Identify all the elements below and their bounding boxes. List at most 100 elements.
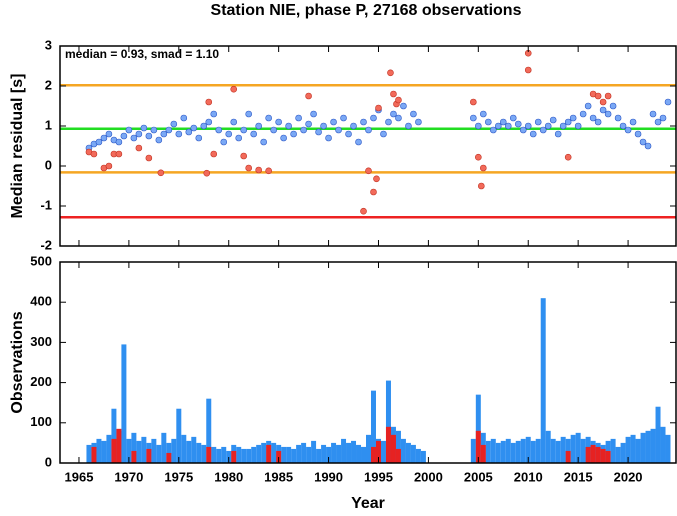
data-point [330,118,337,126]
chart-title: Station NIE, phase P, 27168 observations [211,2,522,19]
bar [665,434,671,463]
bar [131,450,137,463]
data-point [478,182,485,190]
data-point [370,114,377,122]
bar [266,444,272,463]
data-point [135,130,143,138]
bar [231,450,237,463]
bar [475,394,481,463]
data-point [230,118,238,126]
bar [385,426,391,463]
data-point [205,118,213,126]
bar [540,298,546,463]
bar [126,438,132,463]
bar [316,448,322,463]
data-point [480,110,487,118]
data-point [509,114,517,122]
data-point [524,66,532,74]
data-point [270,126,277,134]
data-point [564,118,572,126]
bar [271,442,277,463]
data-point [395,96,402,104]
bar [520,438,526,463]
bar [405,442,411,463]
bar [420,450,426,463]
data-point [624,126,632,134]
bar [116,428,122,463]
bar [600,448,606,463]
bar [490,438,496,463]
bar [390,434,396,463]
data-point [639,138,647,146]
data-point [280,134,287,142]
bar [286,446,292,463]
y-axis-label: Median residual [s] [9,74,26,219]
data-point [634,130,642,138]
y-tick-label: 0 [45,157,52,172]
data-point [380,130,387,138]
bar [191,436,197,463]
bar [91,446,97,463]
data-point [335,126,342,134]
annotation: median = 0.93, smad = 1.10 [65,47,219,61]
data-point [185,128,193,136]
data-point [265,167,272,175]
y-tick-label: 300 [30,334,52,349]
x-tick-label: 1975 [164,469,193,484]
bar [565,450,571,463]
data-point [534,118,542,126]
data-point [375,104,382,112]
data-point [365,126,372,134]
bar [246,448,252,463]
data-point [265,114,272,122]
bar [395,430,401,463]
bar [241,448,247,463]
bar [595,446,601,463]
data-point [150,126,158,134]
data-point [539,126,547,134]
bar [236,446,242,463]
bar [101,440,107,463]
data-point [290,130,297,138]
data-point [315,128,322,136]
data-point [105,130,113,138]
bar [211,446,217,463]
bar [206,398,212,463]
bar [276,450,282,463]
bar [635,438,641,463]
bar [256,444,262,463]
data-point [544,122,552,130]
data-point [519,126,527,134]
data-point [549,116,557,124]
bar [510,442,516,463]
data-point [644,142,652,150]
data-point [170,120,178,128]
data-point [145,154,153,162]
data-point [524,122,532,130]
x-tick-label: 1980 [214,469,243,484]
bar [655,406,661,463]
data-point [230,85,238,93]
bar [505,438,511,463]
x-tick-label: 2020 [614,469,643,484]
data-point [305,120,312,128]
data-point [480,164,487,172]
data-point [203,169,211,177]
bar [351,440,357,463]
bar [366,434,371,463]
bar [370,390,376,463]
bar [480,444,486,463]
bar [201,444,207,463]
data-point [569,114,577,122]
bar [545,430,551,463]
bar [331,442,337,463]
x-tick-label: 1965 [65,469,94,484]
data-point [410,110,417,118]
bar [495,442,501,463]
bar [475,430,481,463]
bar [326,446,332,463]
bar [186,440,192,463]
bar [500,440,506,463]
data-point [190,124,198,132]
